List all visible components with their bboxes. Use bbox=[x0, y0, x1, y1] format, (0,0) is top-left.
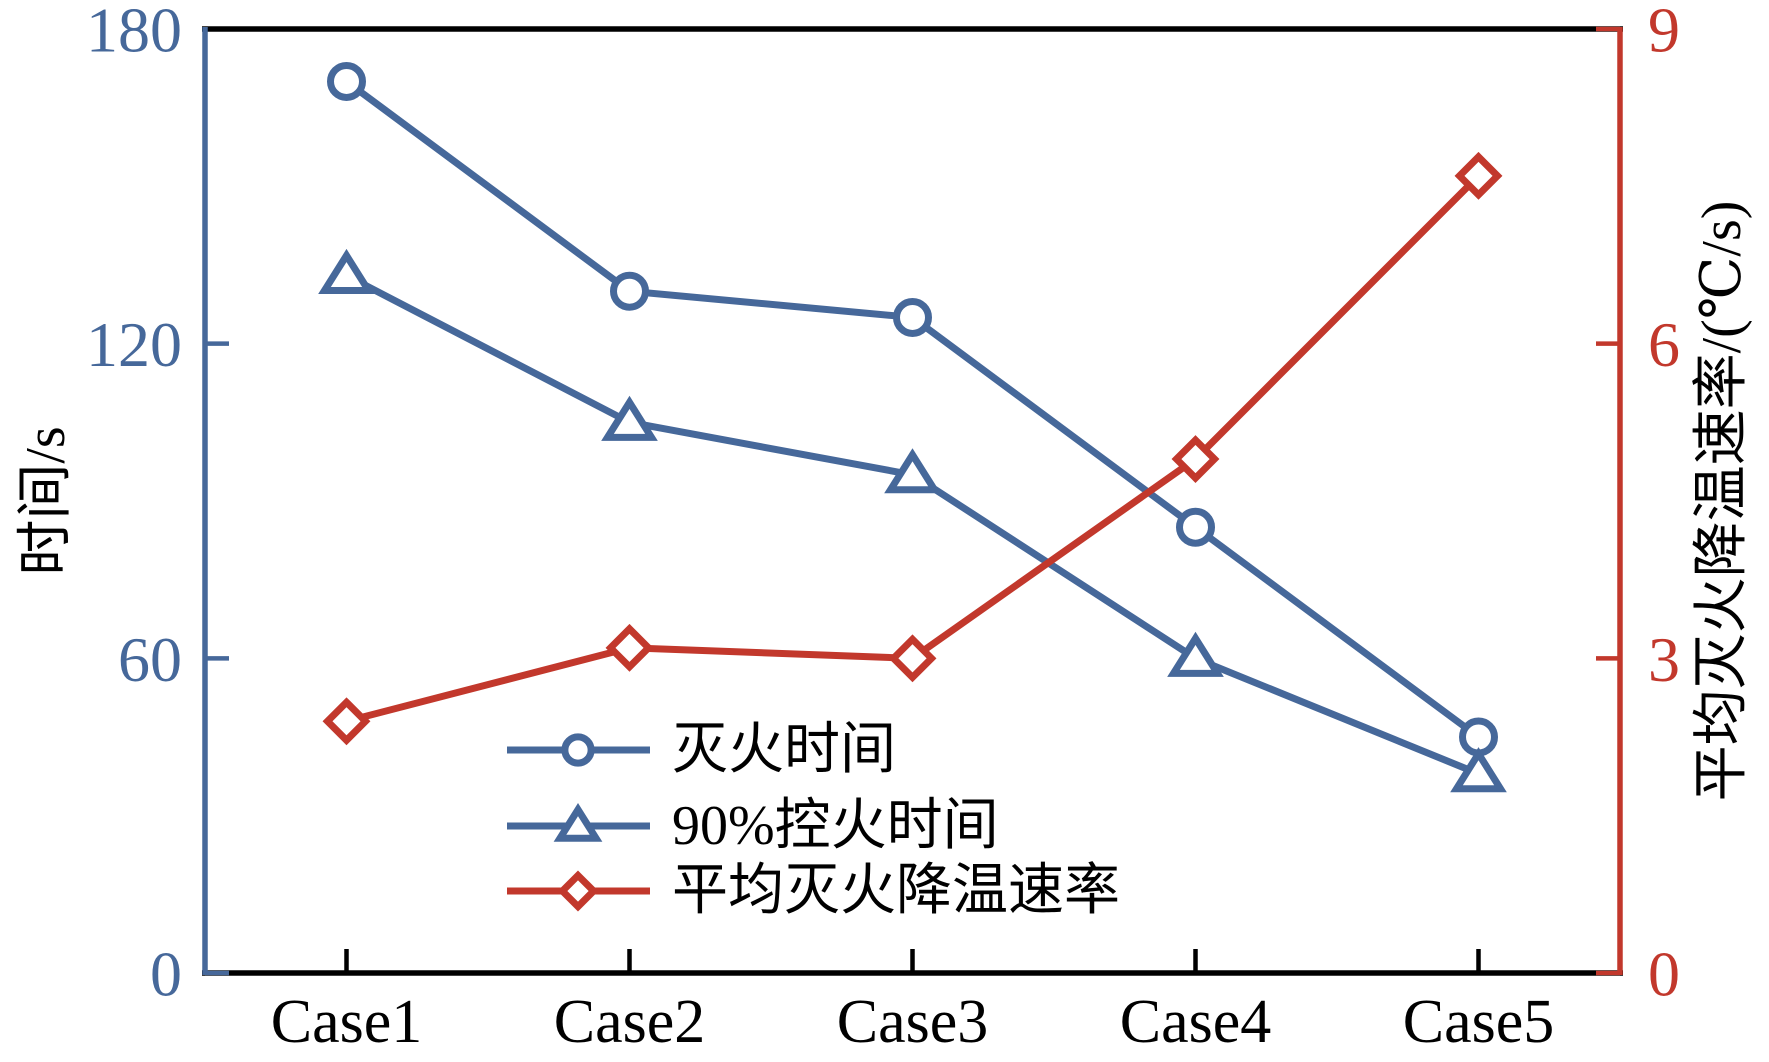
right-axis-title: 平均灭火降温速率/(℃/s) bbox=[1691, 201, 1753, 802]
series-marker-avg-cooling-rate bbox=[1454, 151, 1503, 200]
legend-label-fire-control-time-90pct: 90%控火时间 bbox=[672, 795, 999, 857]
series-marker-extinguishing-time bbox=[327, 61, 366, 101]
legend-marker-avg-cooling-rate bbox=[557, 870, 599, 912]
series-marker-extinguishing-time bbox=[610, 271, 649, 311]
series-marker-extinguishing-time bbox=[893, 297, 932, 337]
x-axis-label: Case2 bbox=[554, 988, 706, 1056]
series-marker-fire-control-time-90pct bbox=[1167, 631, 1224, 677]
series-marker-avg-cooling-rate bbox=[322, 697, 371, 746]
series-marker-fire-control-time-90pct bbox=[1450, 747, 1507, 793]
series-marker-fire-control-time-90pct bbox=[884, 448, 941, 494]
series-marker-fire-control-time-90pct bbox=[601, 395, 658, 441]
x-axis-label: Case4 bbox=[1120, 988, 1272, 1056]
left-axis-tick-label: 60 bbox=[118, 624, 182, 695]
x-axis-label: Case5 bbox=[1403, 988, 1555, 1056]
series-marker-avg-cooling-rate bbox=[1171, 435, 1220, 483]
left-axis-tick-label: 0 bbox=[150, 939, 182, 1010]
series-marker-extinguishing-time bbox=[1176, 507, 1215, 547]
legend-label-extinguishing-time: 灭火时间 bbox=[672, 719, 896, 781]
right-axis-tick-label: 6 bbox=[1648, 309, 1680, 380]
right-axis-tick-label: 9 bbox=[1648, 0, 1680, 66]
legend-marker-extinguishing-time bbox=[561, 733, 595, 767]
right-axis-tick-label: 3 bbox=[1648, 624, 1680, 695]
left-axis-title: 时间/s bbox=[15, 426, 77, 575]
right-axis-tick-label: 0 bbox=[1648, 939, 1680, 1010]
series-marker-fire-control-time-90pct bbox=[318, 248, 375, 294]
x-axis-label: Case1 bbox=[271, 988, 423, 1056]
legend-marker-fire-control-time-90pct bbox=[553, 803, 603, 842]
series-marker-avg-cooling-rate bbox=[888, 634, 937, 683]
left-axis-tick-label: 180 bbox=[86, 0, 182, 66]
left-axis-tick-label: 120 bbox=[86, 309, 182, 380]
series-marker-avg-cooling-rate bbox=[605, 623, 654, 672]
legend-label-avg-cooling-rate: 平均灭火降温速率 bbox=[672, 860, 1120, 922]
x-axis-label: Case3 bbox=[837, 988, 989, 1056]
